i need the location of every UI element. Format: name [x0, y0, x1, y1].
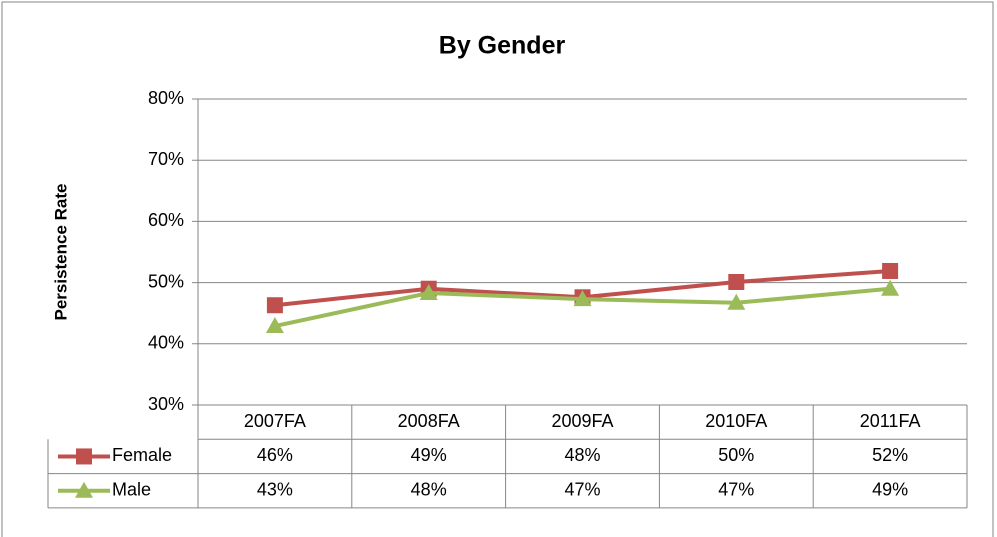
legend-label: Female	[112, 445, 172, 465]
data-point	[266, 297, 283, 314]
table-value: 50%	[718, 445, 754, 465]
data-point	[882, 262, 899, 279]
x-tick-label: 2008FA	[398, 411, 460, 431]
y-tick-label: 70%	[148, 149, 184, 169]
data-point	[419, 284, 438, 301]
table-value: 48%	[411, 480, 447, 500]
y-tick-label: 60%	[148, 210, 184, 230]
legend-marker	[75, 481, 93, 498]
data-point	[881, 279, 900, 296]
y-tick-label: 50%	[148, 271, 184, 291]
data-point	[573, 290, 592, 307]
table-value: 47%	[564, 480, 600, 500]
x-tick-label: 2010FA	[705, 411, 767, 431]
chart-title: By Gender	[439, 32, 566, 60]
data-point	[265, 317, 284, 334]
table-value: 48%	[564, 445, 600, 465]
x-tick-label: 2007FA	[244, 411, 306, 431]
legend-label: Male	[112, 480, 151, 500]
y-tick-label: 40%	[148, 333, 184, 353]
table-value: 46%	[257, 445, 293, 465]
table-value: 43%	[257, 480, 293, 500]
y-tick-label: 80%	[148, 88, 184, 108]
y-axis-label: Persistence Rate	[51, 183, 70, 320]
table-value: 47%	[718, 480, 754, 500]
table-value: 49%	[872, 480, 908, 500]
y-tick-label: 30%	[148, 394, 184, 414]
table-value: 49%	[411, 445, 447, 465]
legend-marker	[76, 448, 92, 465]
data-point	[728, 273, 745, 290]
table-value: 52%	[872, 445, 908, 465]
data-point	[727, 293, 746, 310]
x-tick-label: 2011FA	[860, 411, 921, 431]
x-tick-label: 2009FA	[551, 411, 613, 431]
